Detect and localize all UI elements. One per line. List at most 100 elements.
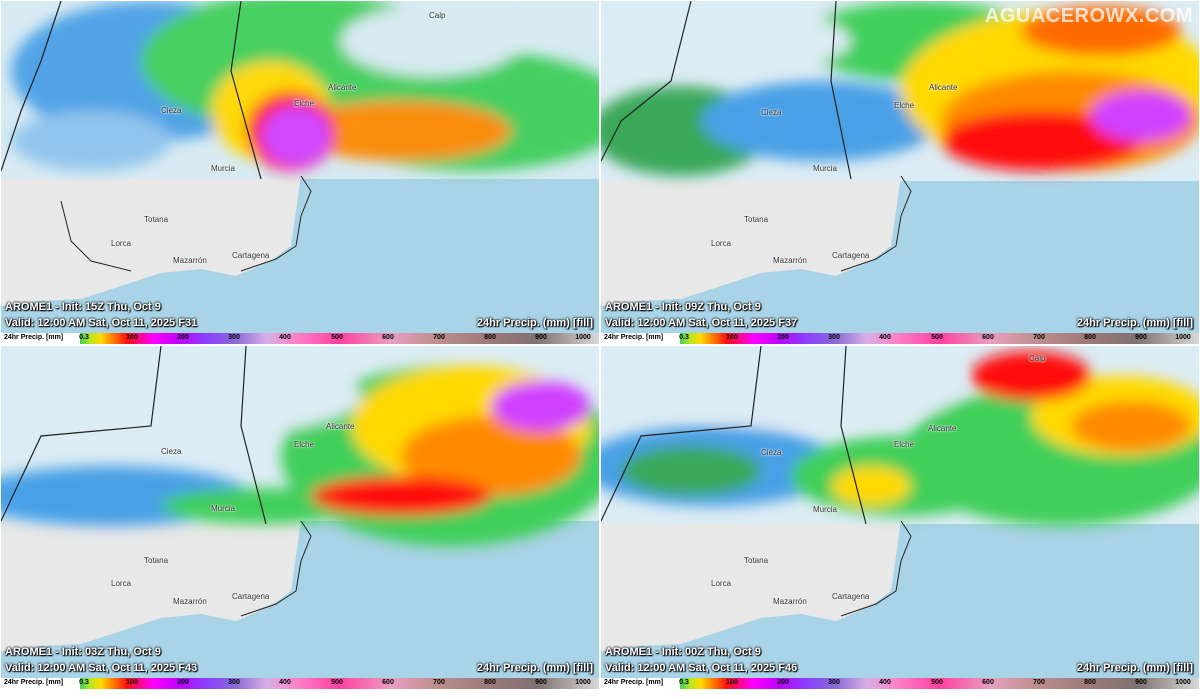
city-label-elche: Elche [294,99,315,108]
map-panel-2: Alicante Elche Cieza Murcia Totana Lorca… [601,1,1199,333]
city-label-lorca: Lorca [711,579,732,588]
map-panel-1: Calp Alicante Elche Cieza Murcia Totana … [1,1,599,333]
colorbar-tick: 200 [777,679,789,686]
colorbar-tick: 400 [279,679,291,686]
colorbar-tick: 100 [126,679,138,686]
model-init-label: AROME1 - Init: 00Z Thu, Oct 9 [605,646,761,658]
colorbar-gradient [680,678,1199,689]
valid-time-label: Valid: 12:00 AM Sat, Oct 11, 2025 F43 [5,662,198,674]
city-label-cartagena: Cartagena [832,592,870,601]
city-label-murcia: Murcia [211,504,236,513]
colorbar-bottom-right: 24hr Precip. [mm] 0.3 100 200 300 400 50… [601,678,1199,689]
colorbar-tick: 200 [777,334,789,341]
precip-map-4 [601,346,1199,678]
colorbar-tick: 400 [279,334,291,341]
city-label-calp: Calp [429,11,446,20]
city-label-lorca: Lorca [111,579,132,588]
colorbar-top-right: 24hr Precip. [mm] 0.3 100 200 300 400 50… [601,333,1199,344]
city-label-cieza: Cieza [761,108,782,117]
city-label-elche: Elche [894,440,915,449]
city-label-elche: Elche [894,101,915,110]
colorbar-tick: 200 [177,679,189,686]
colorbar-label: 24hr Precip. [mm] [4,334,64,341]
map-panel-4: Calp Alicante Elche Cieza Murcia Totana … [601,346,1199,678]
colorbar-tick: 1000 [575,679,591,686]
colorbar-gradient [680,333,1199,344]
city-label-mazarron: Mazarrón [173,597,207,606]
colorbar-tick: 800 [1084,334,1096,341]
colorbar-tick: 300 [828,334,840,341]
city-label-lorca: Lorca [111,239,132,248]
colorbar-tick: 300 [228,679,240,686]
colorbar-tick: 600 [382,679,394,686]
map-panel-3: Alicante Elche Cieza Murcia Totana Lorca… [1,346,599,678]
city-label-calp: Calp [1029,354,1046,363]
city-label-alicante: Alicante [929,83,958,92]
precip-map-1 [1,1,599,333]
product-label: 24hr Precip. (mm) [fill] [476,317,593,329]
colorbar-tick: 900 [535,679,547,686]
city-label-murcia: Murcia [813,505,838,514]
city-label-elche: Elche [294,440,315,449]
city-label-alicante: Alicante [928,424,957,433]
city-label-cieza: Cieza [761,448,782,457]
colorbar-tick: 500 [931,334,943,341]
city-label-cartagena: Cartagena [232,592,270,601]
colorbar-tick: 600 [982,679,994,686]
colorbar-tick: 0.3 [679,334,689,341]
city-label-totana: Totana [144,556,169,565]
colorbar-tick: 1000 [1175,334,1191,341]
product-label: 24hr Precip. (mm) [fill] [476,662,593,674]
brand-watermark: AGUACEROWX.COM [984,5,1193,27]
colorbar-tick: 700 [1033,334,1045,341]
colorbar-tick: 400 [879,334,891,341]
city-label-mazarron: Mazarrón [773,256,807,265]
city-label-murcia: Murcia [211,164,236,173]
valid-time-label: Valid: 12:00 AM Sat, Oct 11, 2025 F31 [5,317,198,329]
precip-map-2 [601,1,1199,333]
colorbar-tick: 1000 [575,334,591,341]
colorbar-tick: 700 [1033,679,1045,686]
colorbar-label: 24hr Precip. [mm] [604,334,664,341]
city-label-alicante: Alicante [326,422,355,431]
colorbar-tick: 900 [535,334,547,341]
city-label-totana: Totana [744,556,769,565]
city-label-cartagena: Cartagena [232,251,270,260]
colorbar-tick: 0.3 [79,334,89,341]
colorbar-tick: 100 [726,679,738,686]
colorbar-tick: 600 [382,334,394,341]
colorbar-tick: 500 [331,679,343,686]
colorbar-tick: 300 [828,679,840,686]
colorbar-tick: 800 [484,679,496,686]
colorbar-tick: 700 [433,679,445,686]
city-label-mazarron: Mazarrón [773,597,807,606]
precip-map-3 [1,346,599,678]
colorbar-gradient [80,678,599,689]
city-label-cieza: Cieza [161,106,182,115]
colorbar-tick: 900 [1135,679,1147,686]
colorbar-tick: 500 [331,334,343,341]
city-label-murcia: Murcia [813,164,838,173]
colorbar-tick: 600 [982,334,994,341]
colorbar-tick: 0.3 [79,679,89,686]
colorbar-label: 24hr Precip. [mm] [4,679,64,686]
city-label-totana: Totana [144,215,169,224]
colorbar-tick: 100 [726,334,738,341]
model-init-label: AROME1 - Init: 03Z Thu, Oct 9 [5,646,161,658]
colorbar-gradient [80,333,599,344]
city-label-mazarron: Mazarrón [173,256,207,265]
city-label-cartagena: Cartagena [832,251,870,260]
colorbar-bottom: 24hr Precip. [mm] 0.3 100 200 300 400 50… [1,678,599,689]
model-init-label: AROME1 - Init: 15Z Thu, Oct 9 [5,301,161,313]
model-init-label: AROME1 - Init: 09Z Thu, Oct 9 [605,301,761,313]
colorbar-tick: 500 [931,679,943,686]
product-label: 24hr Precip. (mm) [fill] [1076,317,1193,329]
colorbar-tick: 800 [484,334,496,341]
colorbar-tick: 200 [177,334,189,341]
colorbar-top: 24hr Precip. [mm] 0.3 100 200 300 400 50… [1,333,599,344]
colorbar-tick: 800 [1084,679,1096,686]
colorbar-tick: 400 [879,679,891,686]
city-label-cieza: Cieza [161,447,182,456]
colorbar-tick: 700 [433,334,445,341]
colorbar-tick: 900 [1135,334,1147,341]
